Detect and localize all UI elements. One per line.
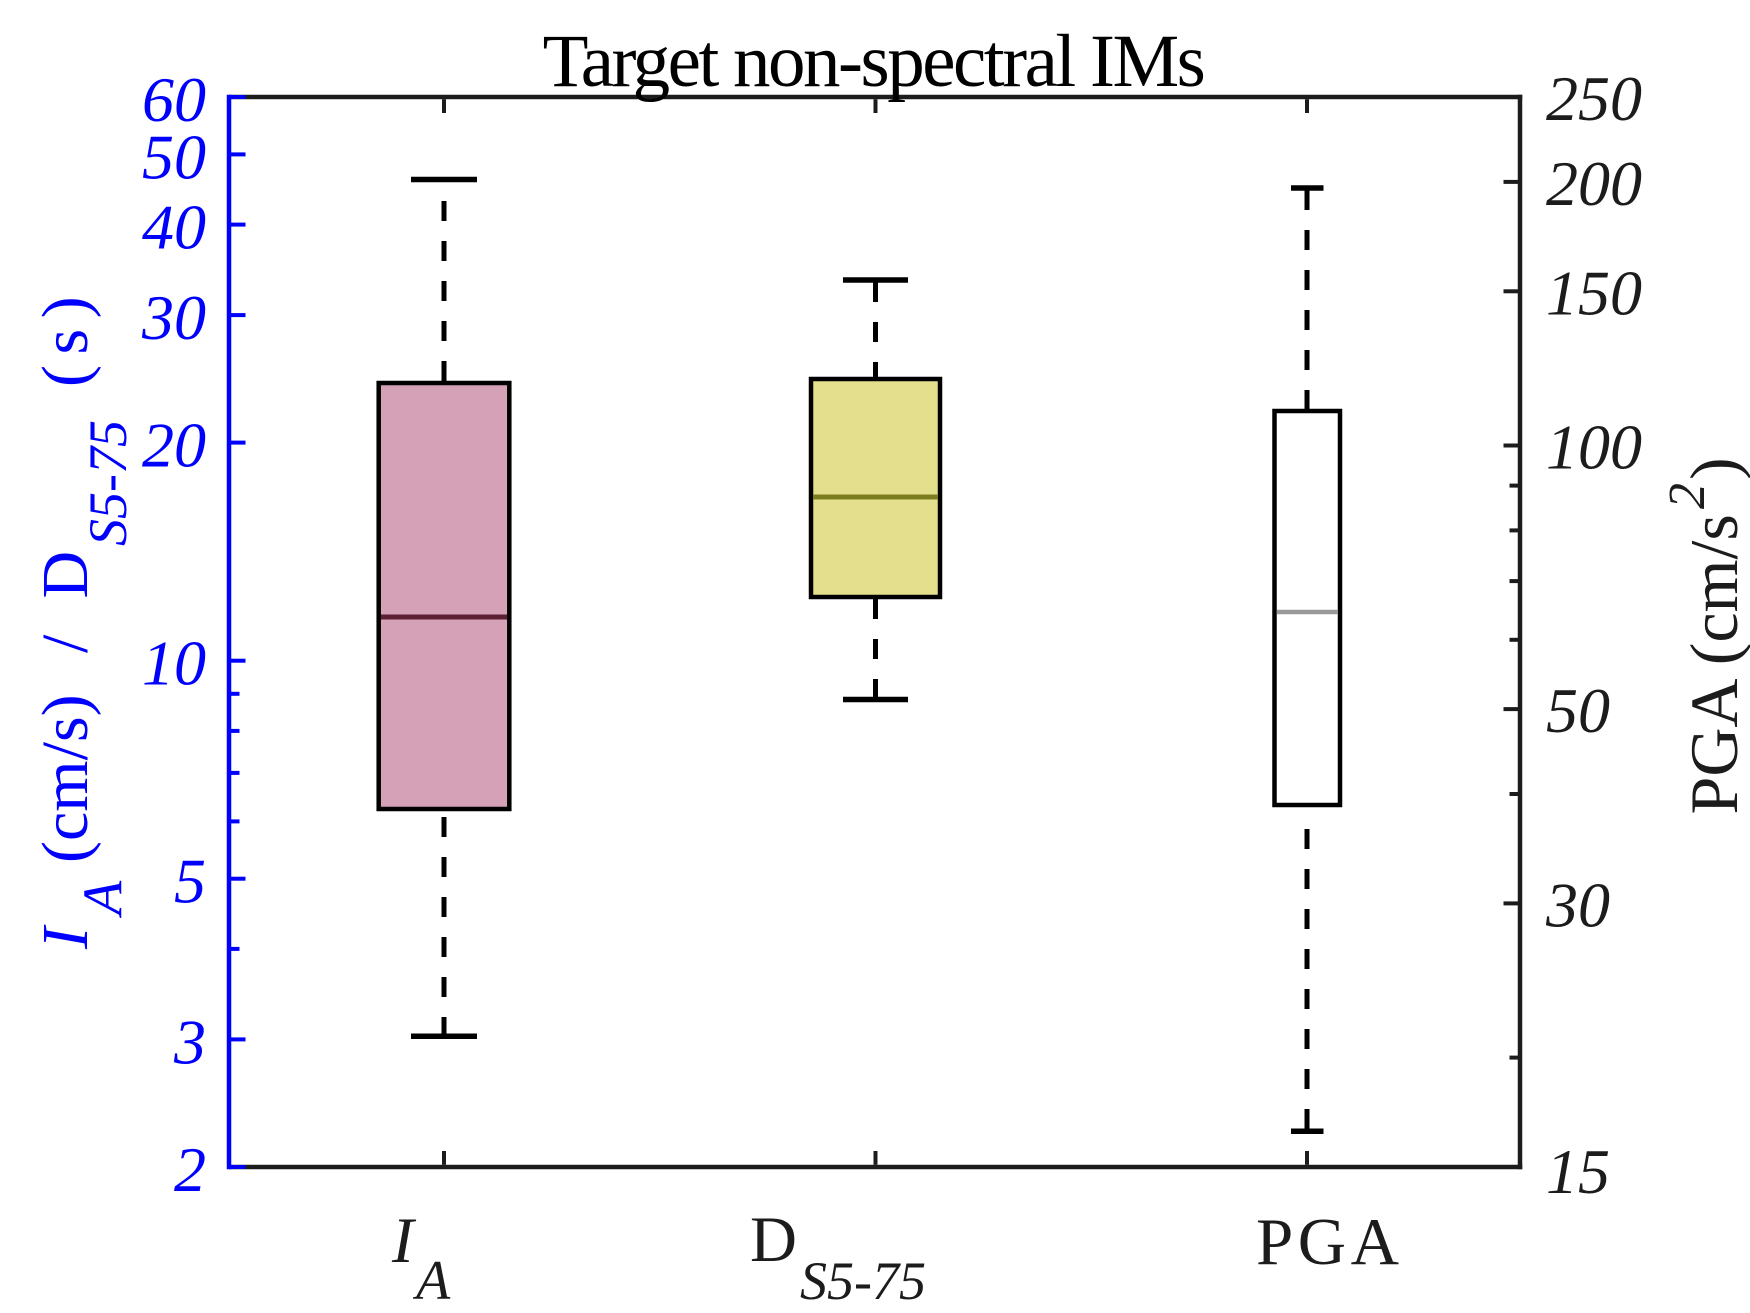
svg-text:2: 2 <box>174 1134 206 1205</box>
svg-text:50: 50 <box>142 121 206 192</box>
svg-text:): ) <box>1676 457 1750 480</box>
svg-text:3: 3 <box>173 1006 206 1077</box>
svg-text:200: 200 <box>1546 148 1642 219</box>
svg-text:/: / <box>29 634 102 653</box>
svg-text:15: 15 <box>1546 1136 1610 1207</box>
svg-text:A: A <box>73 880 135 919</box>
svg-text:(s): (s) <box>29 286 102 387</box>
svg-text:5: 5 <box>174 846 206 917</box>
svg-text:PGA (cm/s: PGA (cm/s <box>1676 514 1750 814</box>
svg-text:40: 40 <box>142 192 206 263</box>
svg-text:I: I <box>29 924 102 950</box>
svg-text:PGA: PGA <box>1256 1205 1404 1279</box>
svg-text:20: 20 <box>142 410 206 481</box>
svg-text:60: 60 <box>142 64 206 135</box>
svg-text:Target non-spectral IMs: Target non-spectral IMs <box>543 20 1204 103</box>
svg-text:100: 100 <box>1546 412 1642 483</box>
svg-text:S5-75: S5-75 <box>800 1251 926 1311</box>
svg-text:150: 150 <box>1546 257 1642 328</box>
svg-text:2: 2 <box>1659 483 1716 509</box>
svg-text:I: I <box>391 1205 417 1277</box>
svg-text:10: 10 <box>142 628 206 699</box>
svg-text:S5-75: S5-75 <box>78 420 138 546</box>
svg-text:D: D <box>29 551 102 599</box>
svg-text:(cm/s): (cm/s) <box>29 694 102 863</box>
svg-text:30: 30 <box>141 282 206 353</box>
svg-text:250: 250 <box>1546 63 1642 134</box>
svg-text:A: A <box>412 1250 451 1312</box>
svg-text:30: 30 <box>1545 869 1610 940</box>
svg-text:D: D <box>750 1204 797 1276</box>
svg-text:50: 50 <box>1546 675 1610 746</box>
